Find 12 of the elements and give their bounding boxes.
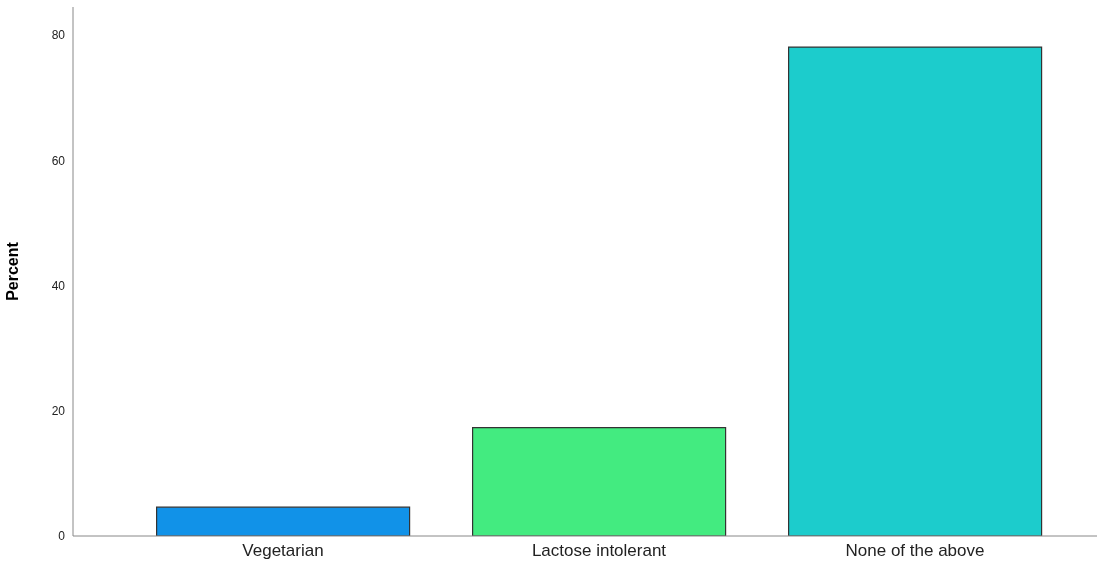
y-axis-title: Percent: [3, 241, 21, 301]
y-tick-label: 60: [51, 153, 66, 168]
x-tick-label: None of the above: [845, 541, 985, 561]
x-tick-label: Vegetarian: [242, 541, 324, 561]
bar: [788, 46, 1043, 536]
bar: [156, 506, 411, 536]
y-tick-label: 20: [51, 404, 66, 419]
bar: [472, 427, 727, 536]
y-tick-label: 40: [51, 278, 66, 293]
y-tick-label: 80: [51, 28, 66, 43]
y-tick-label: 0: [58, 529, 66, 544]
x-tick-label: Lactose intolerant: [531, 541, 667, 561]
